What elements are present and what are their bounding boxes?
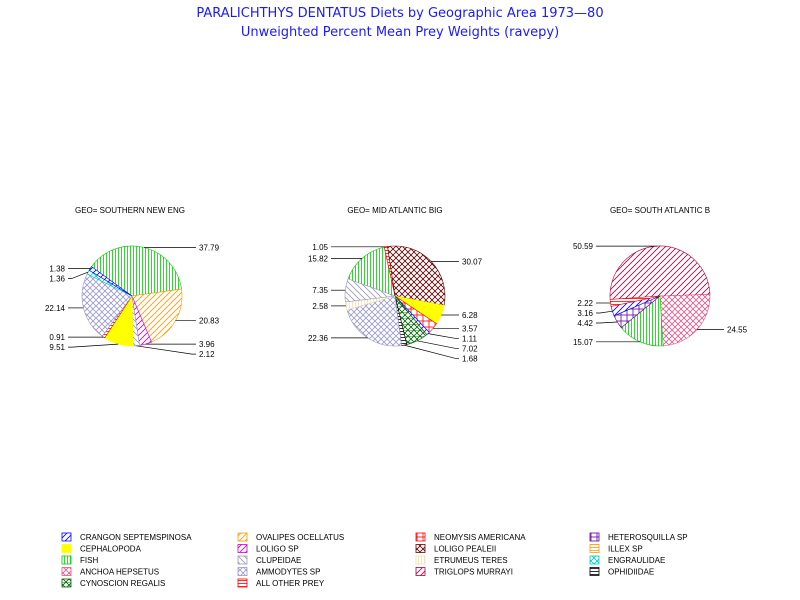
slice-value-label: 1.11 xyxy=(462,334,478,343)
leader-line xyxy=(596,321,618,324)
leader-line xyxy=(427,333,459,339)
legend-swatch-cynoscion xyxy=(61,578,72,588)
legend-label-ovalipes: OVALIPES OCELLATUS xyxy=(256,533,344,542)
legend-label-ophidiidae: OPHIDIIDAE xyxy=(608,568,654,577)
slice-value-label: 15.82 xyxy=(308,254,329,263)
legend-label-triglops: TRIGLOPS MURRAYI xyxy=(434,568,513,577)
pie-slice-fish xyxy=(91,245,182,297)
pie-southern-new-eng: 1.381.36 22.14 0.919.51 37.79 20.83 3.962.12 xyxy=(45,243,220,359)
legend-swatch-clupeidae xyxy=(237,555,248,565)
slice-value-label: 7.02 xyxy=(462,344,478,353)
pie-slice-fish xyxy=(347,246,396,297)
chart-subtitle: Unweighted Percent Mean Prey Weights (ra… xyxy=(241,25,559,40)
pie-slice-triglops xyxy=(609,245,711,300)
leader-line xyxy=(417,340,459,349)
pie-slice-fish xyxy=(620,295,664,347)
slice-value-label: 20.83 xyxy=(199,317,220,326)
legend-swatch-other xyxy=(237,578,248,588)
legend-swatch-ammodytes xyxy=(237,567,248,576)
legend: CRANGON SEPTEMSPINOSA CEPHALOPODA FISH ANCH… xyxy=(61,532,688,588)
legend-label-fish: FISH xyxy=(80,556,98,565)
legend-swatch-illex xyxy=(589,544,600,553)
pie-slice-anchoa xyxy=(659,294,711,347)
leader-line xyxy=(68,343,119,348)
legend-label-ammodytes: AMMODYTES SP xyxy=(256,568,320,577)
legend-label-etrumeus: ETRUMEUS TERES xyxy=(434,556,508,565)
legend-swatch-ovalipes xyxy=(237,532,248,542)
slice-value-label: 24.55 xyxy=(727,326,748,335)
legend-swatch-triglops xyxy=(415,567,426,576)
slice-value-label: 22.36 xyxy=(308,334,329,343)
legend-swatch-ophidiidae xyxy=(589,567,600,576)
pie-panel-south-atlantic-b: GEO= SOUTH ATLANTIC B 50.59 2.223.164.42 1… xyxy=(573,206,748,347)
legend-label-other: ALL OTHER PREY xyxy=(256,579,325,588)
slice-value-label: 2.58 xyxy=(312,302,328,311)
pie-title-mid-atlantic-big: GEO= MID ATLANTIC BIG xyxy=(347,206,442,215)
slice-value-label: 2.22 xyxy=(577,299,593,308)
slice-value-label: 37.79 xyxy=(199,243,220,252)
leader-line xyxy=(68,271,89,279)
slice-value-label: 15.07 xyxy=(573,338,594,347)
slice-value-label: 22.14 xyxy=(45,304,66,313)
pie-title-south-atlantic-b: GEO= SOUTH ATLANTIC B xyxy=(610,206,710,215)
pie-slice-pealeii xyxy=(387,245,446,306)
slice-value-label: 2.12 xyxy=(199,350,215,359)
slice-value-label: 30.07 xyxy=(462,257,483,266)
legend-swatch-cephalopoda xyxy=(61,544,72,553)
slice-value-label: 1.68 xyxy=(462,354,478,363)
slice-value-label: 1.05 xyxy=(312,243,328,252)
slice-value-label: 6.28 xyxy=(462,311,478,320)
pie-mid-atlantic-big: 1.05 15.82 7.35 2.58 22.36 30.07 6.28 3.571.117… xyxy=(308,243,483,363)
legend-swatch-crangon xyxy=(61,532,72,542)
legend-label-illex: ILLEX SP xyxy=(608,545,643,554)
legend-label-crangon: CRANGON SEPTEMSPINOSA xyxy=(80,533,192,542)
legend-swatch-neomysis xyxy=(415,532,426,542)
legend-label-engraulidae: ENGRAULIDAE xyxy=(608,556,665,565)
leader-line xyxy=(596,310,613,314)
chart-title: PARALICHTHYS DENTATUS Diets by Geographi… xyxy=(196,6,603,21)
legend-swatch-loligo xyxy=(237,544,248,553)
legend-label-clupeidae: CLUPEIDAE xyxy=(256,556,301,565)
legend-label-anchoa: ANCHOA HEPSETUS xyxy=(80,568,159,577)
legend-label-loligo: LOLIGO SP xyxy=(256,545,299,554)
pie-panel-southern-new-eng: GEO= SOUTHERN NEW ENG 1.381.36 22.14 0.919… xyxy=(45,206,220,359)
slice-value-label: 1.36 xyxy=(49,274,65,283)
slice-value-label: 1.38 xyxy=(49,264,65,273)
pie-slice-ammodytes xyxy=(81,273,133,337)
leader-line xyxy=(136,345,196,355)
slice-value-label: 3.96 xyxy=(199,340,215,349)
legend-label-neomysis: NEOMYSIS AMERICANA xyxy=(434,533,526,542)
legend-swatch-engraulidae xyxy=(589,555,600,565)
pie-south-atlantic-b: 50.59 2.223.164.42 15.07 24.55 xyxy=(573,242,748,347)
slice-value-label: 7.35 xyxy=(312,286,328,295)
legend-swatch-etrumeus xyxy=(415,555,426,565)
slice-value-label: 9.51 xyxy=(49,343,65,352)
pie-slice-crangon xyxy=(88,266,133,297)
pie-title-southern-new-eng: GEO= SOUTHERN NEW ENG xyxy=(75,206,185,215)
legend-swatch-pealeii xyxy=(415,544,426,553)
legend-label-heterosquilla: HETEROSQUILLA SP xyxy=(608,533,688,542)
legend-swatch-fish xyxy=(61,555,72,565)
slice-value-label: 50.59 xyxy=(573,242,594,251)
legend-label-cephalopoda: CEPHALOPODA xyxy=(80,545,142,554)
slice-value-label: 0.91 xyxy=(49,333,65,342)
slice-value-label: 3.16 xyxy=(577,309,593,318)
pie-slice-clupeidae xyxy=(344,278,396,303)
legend-swatch-heterosquilla xyxy=(589,532,600,542)
legend-swatch-anchoa xyxy=(61,567,72,576)
slice-value-label: 3.57 xyxy=(462,324,478,333)
slice-value-label: 4.42 xyxy=(577,319,593,328)
pie-panel-mid-atlantic-big: GEO= MID ATLANTIC BIG 1.05 15.82 7.35 2.58 2… xyxy=(308,206,483,363)
leader-line xyxy=(404,344,459,359)
legend-label-pealeii: LOLIGO PEALEII xyxy=(434,545,496,554)
legend-label-cynoscion: CYNOSCION REGALIS xyxy=(80,579,165,588)
